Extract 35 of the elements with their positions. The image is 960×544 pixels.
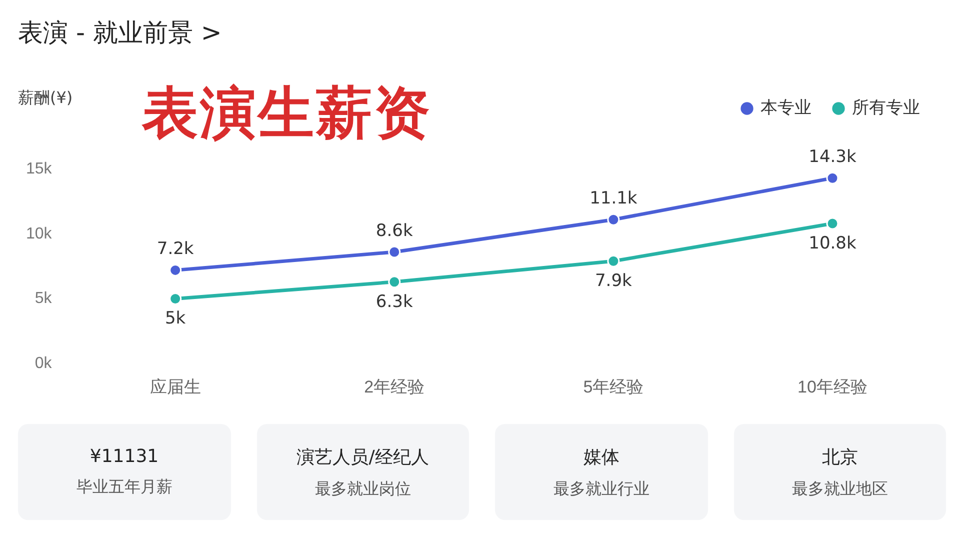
chart-title: 表演 - 就业前景 > <box>18 17 222 49</box>
data-label: 7.9k <box>594 271 632 292</box>
y-tick-label: 15k <box>26 160 53 178</box>
x-tick-label: 10年经验 <box>798 377 868 396</box>
legend-label: 所有专业 <box>852 98 920 118</box>
text: 媒体 <box>583 446 620 468</box>
text: 演艺人员/经纪人 <box>296 446 429 468</box>
y-tick-label: 5k <box>34 290 53 308</box>
chart-subtitle: 表演生薪资 <box>142 80 432 148</box>
data-label: 10.8k <box>808 233 856 254</box>
y-tick-label: 10k <box>26 225 53 242</box>
x-tick-label: 应届生 <box>150 377 201 396</box>
point <box>607 213 620 226</box>
data-label: 6.3k <box>376 292 413 312</box>
text: 毕业五年月薪 <box>76 477 172 498</box>
data-label: 5k <box>164 308 186 329</box>
x-tick-label: 2年经验 <box>364 377 425 396</box>
point <box>388 276 401 288</box>
point <box>607 254 620 268</box>
data-label: 14.3k <box>808 147 856 168</box>
data-label: 7.2k <box>156 239 194 260</box>
data-label: 11.1k <box>590 188 638 209</box>
text: ¥11131 <box>90 446 159 467</box>
point <box>826 217 839 230</box>
text: 最多就业地区 <box>792 478 888 500</box>
point <box>388 246 401 258</box>
text: 北京 <box>822 446 858 468</box>
y-axis-title: 薪酬(¥) <box>18 88 73 109</box>
legend-label: 本专业 <box>760 98 812 118</box>
data-label: 8.6k <box>376 220 413 241</box>
text: 最多就业行业 <box>553 478 650 500</box>
y-tick-label: 0k <box>34 355 53 372</box>
point <box>826 172 839 184</box>
text: 最多就业岗位 <box>314 478 411 500</box>
x-tick-label: 5年经验 <box>583 377 644 396</box>
